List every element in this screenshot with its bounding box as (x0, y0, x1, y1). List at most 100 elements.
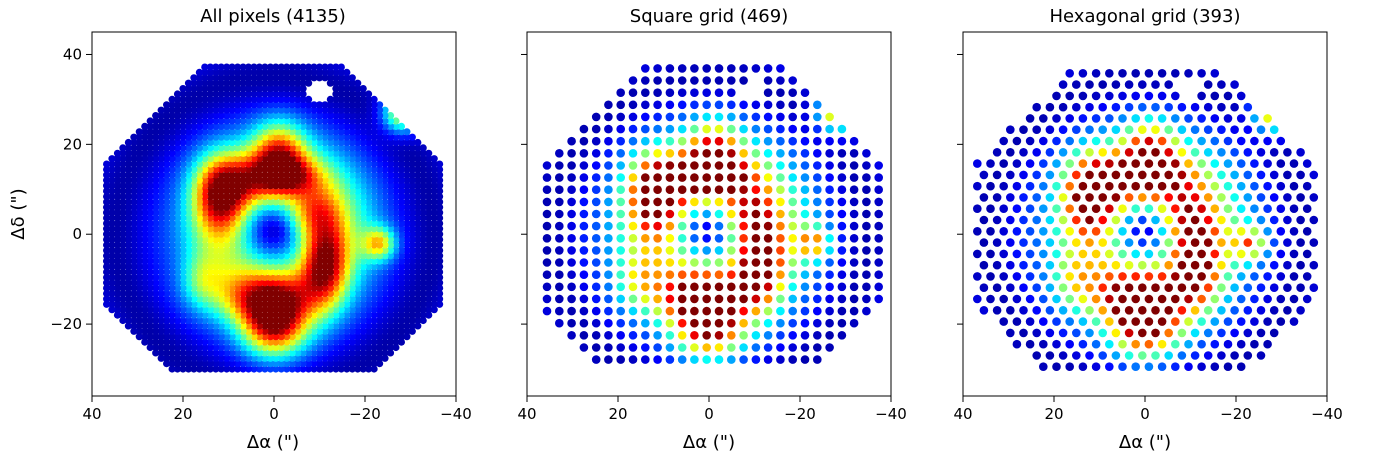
data-point (436, 273, 444, 281)
data-point (113, 171, 122, 179)
data-point (255, 241, 263, 249)
data-point (206, 138, 214, 147)
data-point (702, 258, 711, 267)
data-point (261, 209, 269, 217)
data-point (234, 106, 242, 114)
data-point (206, 219, 214, 227)
data-point (190, 155, 198, 163)
data-point (206, 246, 214, 254)
data-point (234, 365, 242, 373)
data-point (348, 219, 356, 227)
data-point (751, 355, 761, 364)
data-point (403, 289, 411, 298)
data-point (1105, 249, 1114, 259)
data-point (343, 230, 351, 238)
data-point (370, 112, 378, 120)
data-point (751, 149, 761, 158)
data-point (1236, 227, 1246, 236)
data-point (436, 246, 444, 254)
data-point (283, 214, 291, 222)
data-point (217, 95, 225, 103)
data-point (141, 230, 149, 238)
data-point (212, 187, 220, 195)
data-point (163, 306, 171, 314)
data-point (567, 318, 576, 328)
data-point (266, 333, 274, 341)
data-point (255, 284, 263, 292)
data-point (653, 64, 662, 73)
data-point (157, 214, 165, 222)
data-point (1012, 227, 1022, 236)
data-point (206, 333, 214, 341)
data-point (201, 311, 209, 319)
data-point (141, 322, 149, 330)
data-point (1138, 351, 1147, 360)
data-point (277, 128, 285, 136)
data-point (1032, 351, 1041, 360)
data-point (184, 209, 193, 217)
data-point (299, 246, 307, 254)
data-point (184, 95, 193, 103)
data-point (179, 128, 187, 136)
data-point (403, 219, 411, 227)
data-point (365, 219, 373, 227)
data-point (261, 284, 269, 292)
data-point (408, 187, 416, 195)
data-point (124, 176, 132, 184)
data-point (195, 284, 203, 292)
data-point (403, 203, 411, 211)
data-point (616, 343, 625, 352)
data-point (751, 112, 761, 122)
data-point (294, 85, 302, 93)
data-point (376, 128, 384, 136)
data-point (414, 263, 422, 271)
data-point (305, 349, 313, 357)
data-point (255, 306, 263, 314)
data-point (228, 225, 236, 233)
data-point (354, 333, 362, 341)
data-point (641, 294, 650, 304)
data-point (239, 160, 247, 168)
data-point (1190, 351, 1200, 360)
data-point (250, 230, 258, 238)
data-point (119, 149, 127, 157)
data-point (315, 365, 324, 373)
data-point (1065, 114, 1074, 123)
data-point (234, 327, 242, 335)
data-point (1210, 181, 1220, 191)
data-point (315, 252, 324, 260)
data-point (201, 300, 209, 308)
data-point (179, 257, 187, 265)
data-point (310, 144, 318, 152)
data-point (690, 112, 699, 122)
data-point (992, 170, 1002, 180)
data-point (813, 294, 822, 304)
data-point (1230, 351, 1239, 360)
data-point (359, 327, 367, 335)
data-point (272, 333, 280, 341)
data-point (800, 124, 810, 134)
data-point (146, 155, 154, 163)
data-point (332, 214, 340, 222)
data-point (261, 149, 269, 157)
data-point (343, 214, 351, 222)
data-point (326, 219, 334, 227)
data-point (727, 270, 736, 280)
data-point (1210, 159, 1220, 168)
data-point (381, 192, 389, 201)
data-point (370, 160, 378, 168)
data-point (348, 187, 356, 195)
data-point (223, 273, 231, 281)
data-point (343, 246, 351, 254)
data-point (343, 79, 351, 87)
data-point (277, 149, 285, 157)
data-point (1309, 170, 1319, 180)
data-point (315, 165, 324, 174)
data-point (763, 173, 773, 182)
data-point (146, 171, 154, 179)
data-point (206, 192, 214, 201)
data-point (315, 160, 324, 168)
data-point (288, 63, 296, 71)
data-point (168, 306, 176, 314)
